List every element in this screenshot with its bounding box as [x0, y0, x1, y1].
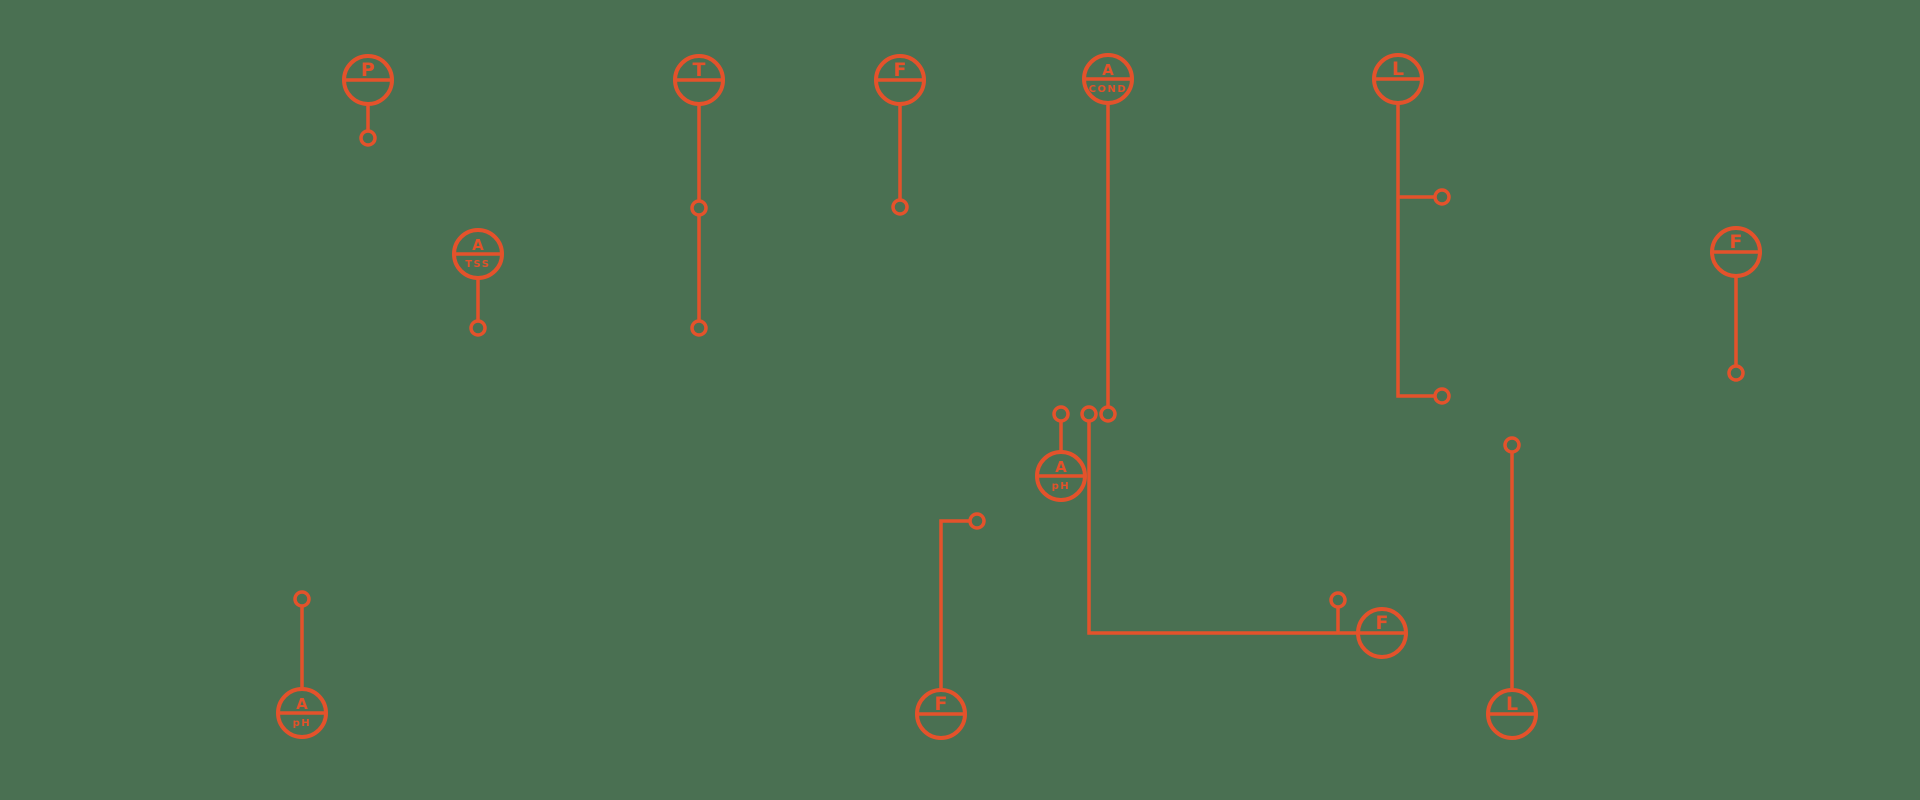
- connection-port-circle: [891, 198, 909, 216]
- instrument-A-pH[interactable]: ApH: [1035, 450, 1087, 502]
- connection-port-circle: [1433, 387, 1451, 405]
- connection-port-circle: [1080, 405, 1098, 423]
- instrument-letter: A: [1102, 61, 1114, 79]
- connection-port-circle: [690, 199, 708, 217]
- signal-line: [939, 519, 970, 690]
- instrument-letter: F: [1376, 612, 1389, 634]
- instrument-letter: T: [693, 59, 706, 81]
- connection-port-circle: [359, 129, 377, 147]
- instrument-sublabel: COND: [1089, 84, 1128, 95]
- instrument-sublabel: pH: [293, 718, 312, 729]
- instrument-L[interactable]: L: [1372, 53, 1424, 105]
- instrument-letter: F: [1730, 231, 1743, 253]
- instrument-letter: P: [361, 59, 375, 81]
- instrument-sublabel: TSS: [465, 259, 490, 270]
- instrument-letter: F: [935, 693, 948, 715]
- connection-port-circle: [690, 319, 708, 337]
- connection-port-circle: [469, 319, 487, 337]
- connection-port-circle: [293, 590, 311, 608]
- instrument-letter: L: [1392, 58, 1404, 80]
- instrument-F[interactable]: F: [1356, 607, 1408, 659]
- connection-port-circle: [1329, 591, 1347, 609]
- instrument-letter: L: [1506, 693, 1518, 715]
- signal-line: [1087, 421, 1358, 635]
- instrument-sublabel: pH: [1052, 481, 1071, 492]
- instrument-letter: A: [296, 695, 308, 713]
- connection-port-circle: [968, 512, 986, 530]
- connection-port-circle: [1052, 405, 1070, 423]
- instrument-A-COND[interactable]: A COND: [1082, 53, 1134, 105]
- connection-port-circle: [1727, 364, 1745, 382]
- signal-line: [1396, 103, 1435, 398]
- connection-port-circle: [1433, 188, 1451, 206]
- instrument-letter: A: [472, 236, 484, 254]
- instrument-P[interactable]: P: [342, 54, 394, 106]
- instrument-letter: F: [894, 59, 907, 81]
- instrument-L[interactable]: L: [1486, 688, 1538, 740]
- instrument-F[interactable]: F: [915, 688, 967, 740]
- instrument-T[interactable]: T: [673, 54, 725, 106]
- instrument-F[interactable]: F: [1710, 226, 1762, 278]
- instrument-A-TSS[interactable]: A TSS: [452, 228, 504, 280]
- connection-port-circle: [1503, 436, 1521, 454]
- connection-port-circle: [1099, 405, 1117, 423]
- instrument-A-pH[interactable]: ApH: [276, 687, 328, 739]
- instrument-F[interactable]: F: [874, 54, 926, 106]
- instrument-letter: A: [1055, 458, 1067, 476]
